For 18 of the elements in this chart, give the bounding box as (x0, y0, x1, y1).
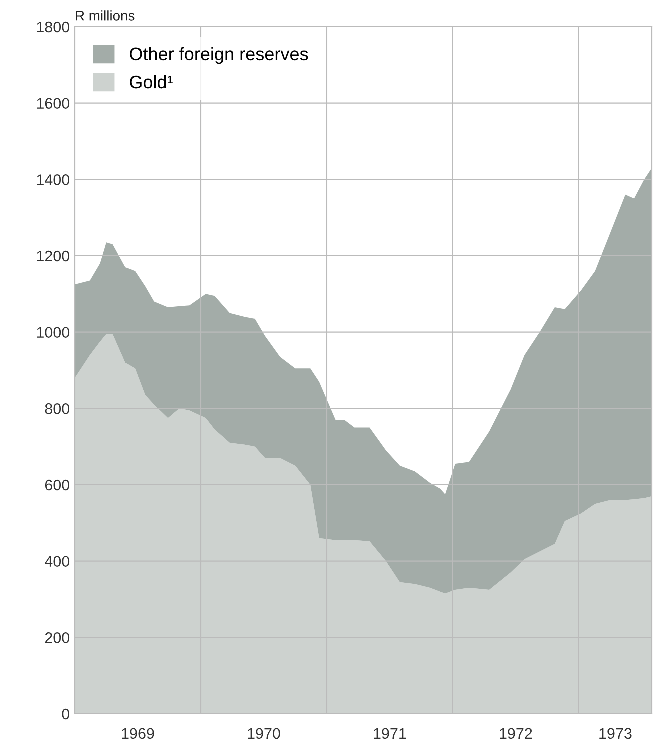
legend-label: Gold¹ (130, 75, 173, 89)
x-tick-label: 1972 (500, 728, 532, 740)
y-tick-label: 1600 (37, 98, 70, 110)
y-axis-title: R millions (76, 10, 135, 21)
x-tick-label: 1969 (122, 728, 154, 740)
y-tick-label: 0 (62, 708, 70, 720)
y-tick-label: 400 (45, 556, 70, 568)
y-tick-label: 800 (45, 404, 70, 414)
x-tick-label: 1973 (600, 728, 632, 740)
x-tick-label: 1971 (374, 728, 406, 740)
y-tick-label: 200 (45, 632, 70, 644)
y-tick-label: 1400 (37, 174, 70, 186)
x-tick-label: 1970 (248, 728, 280, 740)
y-tick-label: 1800 (37, 22, 70, 33)
y-tick-label: 600 (45, 480, 70, 491)
y-tick-label: 1000 (37, 327, 70, 338)
legend-label: Other foreign reserves (130, 47, 308, 64)
y-tick-label: 1200 (37, 250, 70, 262)
